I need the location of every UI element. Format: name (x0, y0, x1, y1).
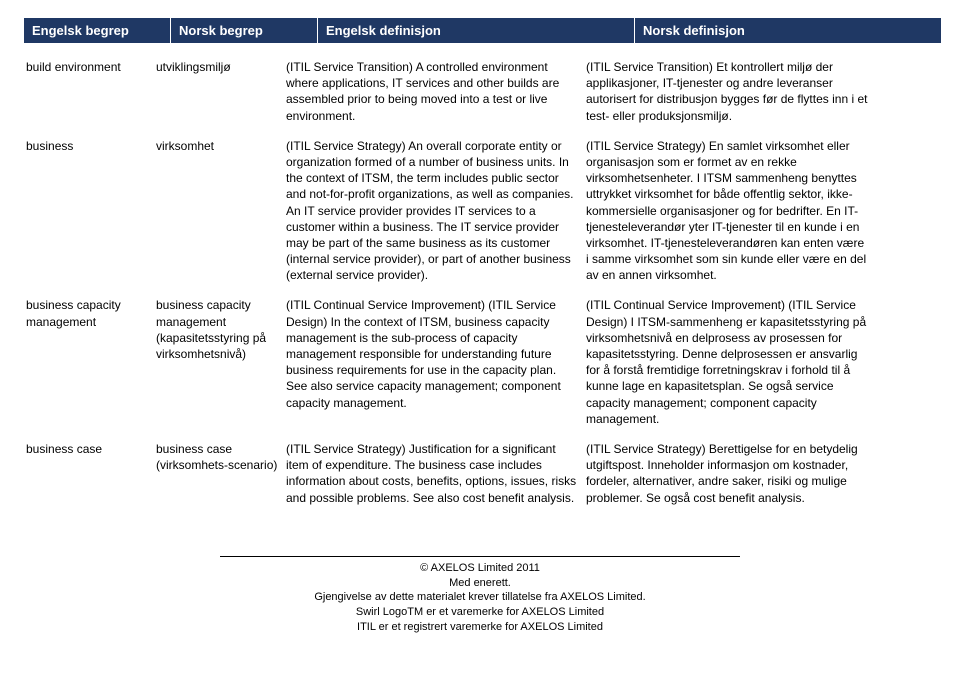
table-row: build environment utviklingsmiljø (ITIL … (24, 57, 936, 134)
header-en-term: Engelsk begrep (24, 18, 170, 43)
en-def: (ITIL Service Strategy) An overall corpo… (284, 136, 584, 294)
no-term: business capacity management (kapasitets… (154, 295, 284, 437)
no-def: (ITIL Service Strategy) Berettigelse for… (584, 439, 874, 516)
table-row: business virksomhet (ITIL Service Strate… (24, 136, 936, 294)
header-no-term: Norsk begrep (170, 18, 317, 43)
footer-line: © AXELOS Limited 2011 (220, 561, 740, 576)
footer-line: Swirl LogoTM er et varemerke for AXELOS … (220, 605, 740, 620)
table-row: business case business case (virksomhets… (24, 439, 936, 516)
footer-line: Gjengivelse av dette materialet krever t… (220, 590, 740, 605)
en-term: business (24, 136, 154, 294)
no-term: virksomhet (154, 136, 284, 294)
en-def: (ITIL Service Strategy) Justification fo… (284, 439, 584, 516)
table-header: Engelsk begrep Norsk begrep Engelsk defi… (24, 18, 936, 43)
header-en-def: Engelsk definisjon (317, 18, 634, 43)
footer-line: Med enerett. (220, 576, 740, 591)
en-def: (ITIL Continual Service Improvement) (IT… (284, 295, 584, 437)
en-def: (ITIL Service Transition) A controlled e… (284, 57, 584, 134)
no-def: (ITIL Service Transition) Et kontrollert… (584, 57, 874, 134)
header-no-def: Norsk definisjon (634, 18, 941, 43)
en-term: build environment (24, 57, 154, 134)
no-term: utviklingsmiljø (154, 57, 284, 134)
no-term: business case (virksomhets-scenario) (154, 439, 284, 516)
footer-line: ITIL er et registrert varemerke for AXEL… (220, 620, 740, 635)
table-row: business capacity management business ca… (24, 295, 936, 437)
en-term: business capacity management (24, 295, 154, 437)
footer: © AXELOS Limited 2011 Med enerett. Gjeng… (220, 556, 740, 635)
no-def: (ITIL Continual Service Improvement) (IT… (584, 295, 874, 437)
no-def: (ITIL Service Strategy) En samlet virkso… (584, 136, 874, 294)
en-term: business case (24, 439, 154, 516)
